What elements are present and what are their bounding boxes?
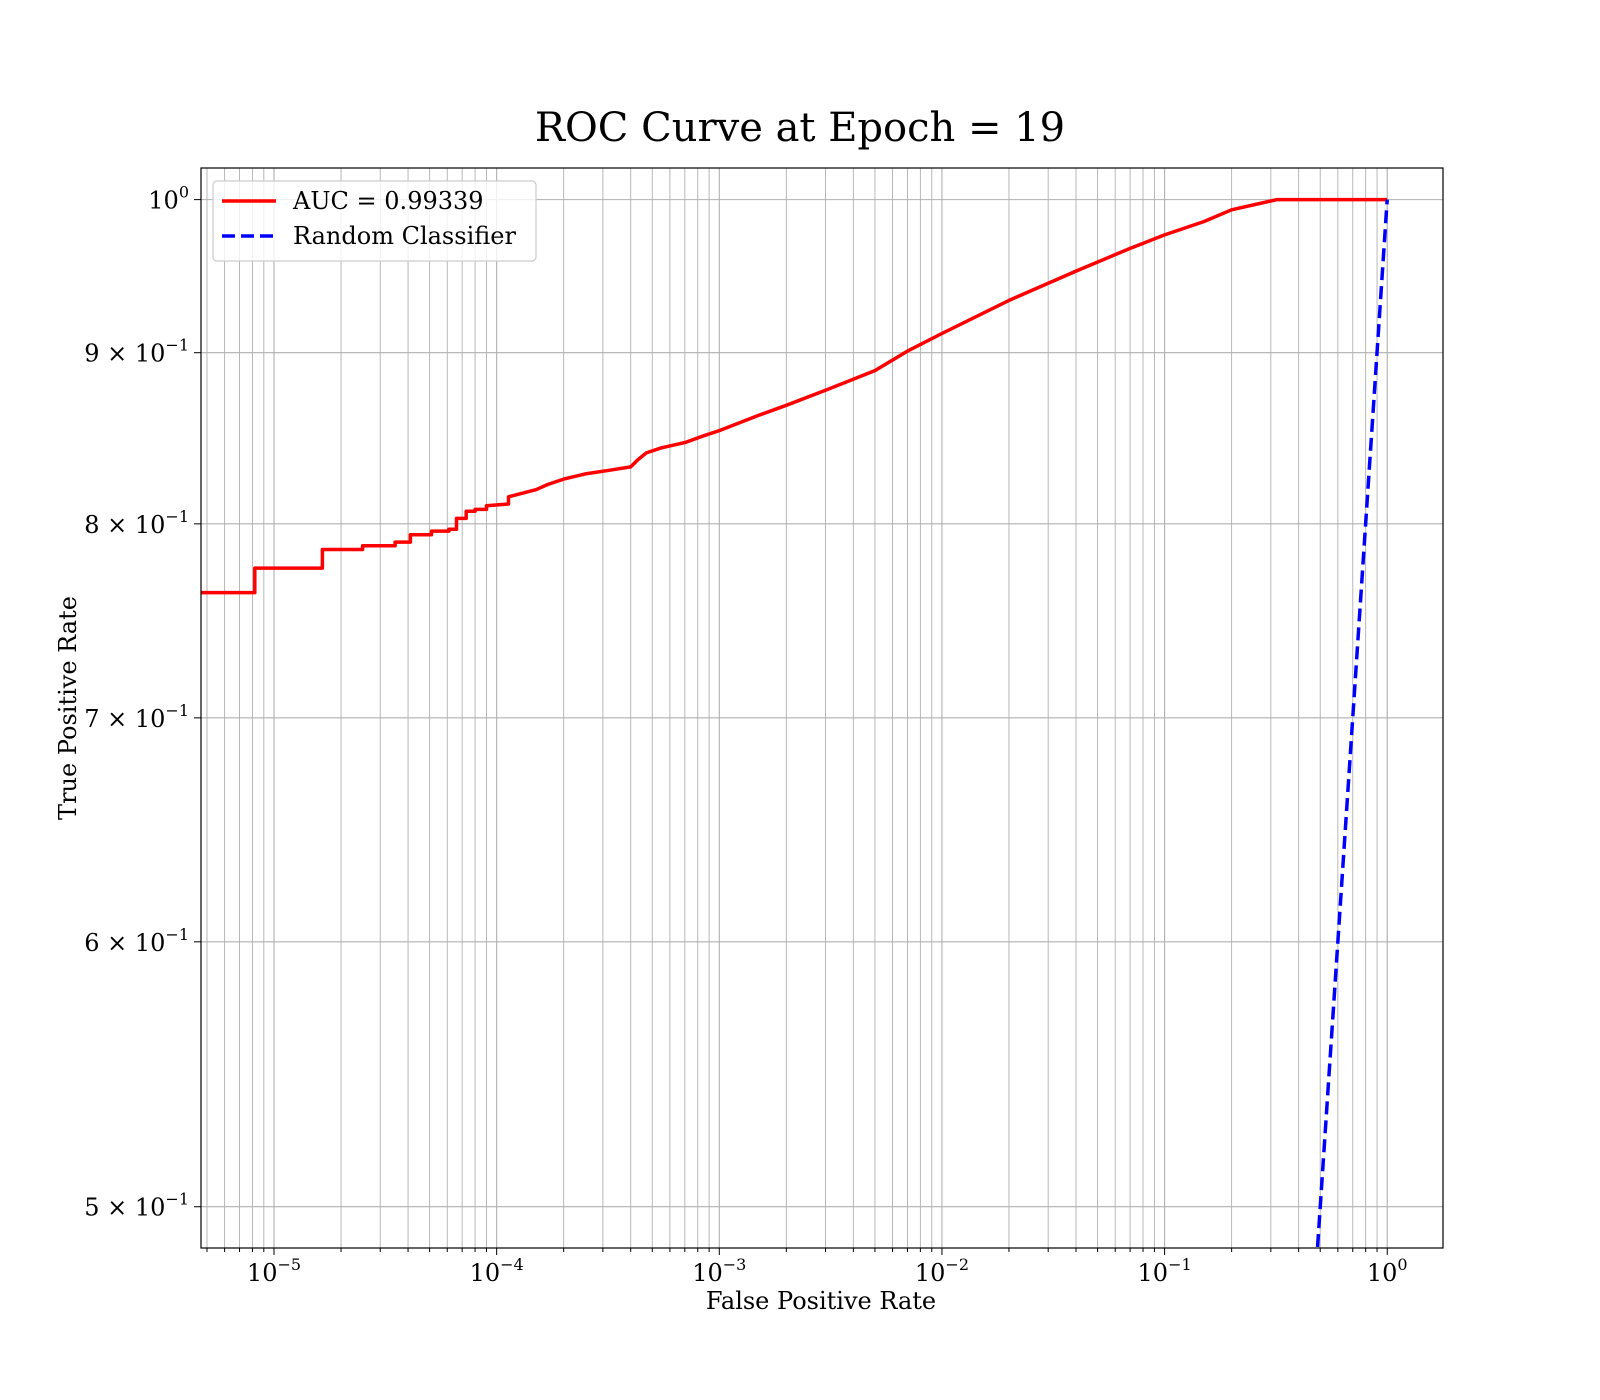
x-tick-label: 10−4 xyxy=(470,1255,524,1287)
y-tick-label: 7 × 10−1 xyxy=(84,701,189,733)
y-tick-label: 6 × 10−1 xyxy=(84,925,189,957)
x-tick-label: 10−3 xyxy=(692,1255,746,1287)
roc-curve-line xyxy=(201,197,1388,595)
series-lines xyxy=(201,197,1389,1248)
y-axis-label: True Positive Rate xyxy=(54,596,82,820)
legend: AUC = 0.99339 Random Classifier xyxy=(212,180,537,262)
random-classifier-line xyxy=(1315,199,1389,1248)
x-tick-label: 10−1 xyxy=(1138,1255,1192,1287)
legend-label-auc: AUC = 0.99339 xyxy=(292,187,484,215)
legend-label-random: Random Classifier xyxy=(293,222,516,250)
x-tick-label: 10−5 xyxy=(247,1255,301,1287)
x-tick-label: 10−2 xyxy=(915,1255,969,1287)
legend-box xyxy=(212,180,537,262)
y-tick-label: 100 xyxy=(148,183,189,215)
y-tick-label: 5 × 10−1 xyxy=(84,1190,189,1222)
axis-ticks: 100 9 × 10−1 8 × 10−1 7 × 10−1 6 × 10−1 5 × 1… xyxy=(84,183,1407,1287)
y-tick-label: 9 × 10−1 xyxy=(84,336,189,368)
grid-lines xyxy=(201,168,1443,1248)
x-tick-label: 100 xyxy=(1367,1255,1408,1287)
plot-frame xyxy=(200,167,1444,1249)
chart-title: ROC Curve at Epoch = 19 xyxy=(535,105,1065,151)
x-axis-label: False Positive Rate xyxy=(706,1287,936,1315)
y-tick-label: 8 × 10−1 xyxy=(84,507,189,539)
